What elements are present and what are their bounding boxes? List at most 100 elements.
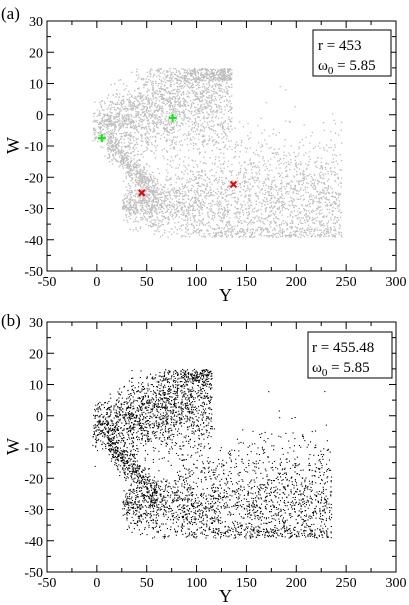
scatter-point bbox=[141, 171, 143, 173]
scatter-point bbox=[187, 116, 189, 118]
scatter-point bbox=[328, 192, 331, 195]
scatter-point bbox=[180, 225, 182, 227]
scatter-point bbox=[193, 191, 195, 193]
scatter-point bbox=[107, 128, 109, 130]
scatter-point bbox=[274, 184, 276, 186]
scatter-point bbox=[307, 235, 309, 237]
scatter-point bbox=[160, 119, 162, 121]
scatter-point bbox=[282, 232, 284, 234]
scatter-point bbox=[206, 70, 208, 72]
scatter-point bbox=[256, 173, 258, 175]
scatter-point bbox=[121, 117, 123, 119]
scatter-point bbox=[327, 199, 330, 201]
scatter-point bbox=[183, 198, 185, 200]
scatter-point bbox=[109, 139, 111, 141]
scatter-point bbox=[272, 229, 274, 231]
scatter-point bbox=[328, 147, 330, 149]
scatter-point bbox=[290, 161, 292, 164]
scatter-point bbox=[278, 148, 280, 150]
scatter-point bbox=[295, 230, 297, 233]
scatter-point bbox=[132, 221, 135, 223]
scatter-point bbox=[248, 195, 250, 197]
scatter-point bbox=[157, 93, 159, 95]
scatter-point bbox=[196, 190, 198, 193]
scatter-point bbox=[134, 190, 136, 192]
scatter-point bbox=[208, 97, 210, 99]
scatter-point bbox=[201, 235, 203, 238]
scatter-point bbox=[148, 139, 150, 141]
scatter-point bbox=[315, 186, 317, 189]
scatter-point bbox=[241, 204, 243, 207]
scatter-point bbox=[182, 112, 185, 115]
scatter-point bbox=[152, 190, 154, 192]
scatter-point bbox=[138, 95, 140, 97]
scatter-point bbox=[143, 87, 145, 89]
scatter-point bbox=[221, 75, 223, 78]
scatter-point bbox=[145, 176, 147, 178]
scatter-point bbox=[331, 195, 333, 197]
scatter-point bbox=[186, 72, 188, 74]
scatter-point bbox=[131, 173, 133, 175]
scatter-point bbox=[224, 70, 226, 72]
scatter-point bbox=[225, 224, 227, 226]
scatter-point bbox=[305, 232, 307, 234]
scatter-point bbox=[111, 101, 114, 103]
scatter-point bbox=[153, 233, 155, 235]
scatter-point bbox=[194, 121, 197, 123]
scatter-point bbox=[279, 167, 281, 169]
scatter-point bbox=[192, 160, 194, 162]
scatter-point bbox=[180, 85, 182, 87]
scatter-point bbox=[108, 118, 110, 120]
scatter-point bbox=[137, 106, 139, 108]
scatter-point bbox=[176, 178, 178, 180]
scatter-point bbox=[177, 98, 179, 100]
scatter-point bbox=[260, 232, 262, 235]
scatter-point bbox=[276, 224, 278, 227]
scatter-point bbox=[122, 162, 125, 164]
scatter-point bbox=[330, 131, 332, 133]
scatter-point bbox=[99, 115, 101, 117]
scatter-point bbox=[173, 131, 175, 134]
scatter-point bbox=[168, 80, 170, 82]
scatter-point bbox=[159, 123, 161, 126]
scatter-point bbox=[203, 232, 205, 235]
scatter-point bbox=[286, 191, 288, 193]
scatter-point bbox=[226, 235, 228, 237]
scatter-point bbox=[147, 123, 149, 125]
scatter-point bbox=[124, 120, 127, 122]
scatter-point bbox=[196, 189, 199, 192]
scatter-point bbox=[160, 113, 163, 115]
scatter-point bbox=[129, 218, 131, 220]
scatter-point bbox=[272, 207, 274, 209]
scatter-point bbox=[216, 84, 219, 86]
scatter-point bbox=[168, 131, 170, 133]
scatter-point bbox=[268, 174, 270, 176]
scatter-point bbox=[299, 180, 302, 182]
scatter-point bbox=[140, 121, 142, 123]
scatter-point bbox=[134, 108, 137, 110]
scatter-point bbox=[130, 104, 132, 107]
scatter-point bbox=[198, 224, 201, 226]
scatter-point bbox=[175, 200, 178, 202]
scatter-point bbox=[212, 129, 214, 131]
scatter-point bbox=[167, 198, 169, 201]
scatter-point bbox=[195, 178, 197, 180]
scatter-point bbox=[173, 205, 175, 207]
scatter-point bbox=[338, 210, 340, 212]
scatter-point bbox=[222, 70, 224, 72]
scatter-point bbox=[100, 120, 103, 122]
scatter-point bbox=[225, 86, 227, 88]
scatter-point bbox=[197, 83, 199, 86]
scatter-point bbox=[205, 102, 207, 104]
scatter-point bbox=[308, 231, 311, 233]
scatter-point bbox=[154, 110, 156, 112]
scatter-point bbox=[108, 134, 111, 136]
scatter-point bbox=[330, 186, 332, 188]
scatter-point bbox=[211, 119, 213, 121]
scatter-point bbox=[252, 163, 255, 165]
scatter-point bbox=[299, 221, 301, 223]
scatter-point bbox=[278, 160, 280, 162]
scatter-point bbox=[192, 148, 195, 150]
scatter-point bbox=[190, 112, 192, 115]
scatter-point bbox=[261, 213, 263, 215]
